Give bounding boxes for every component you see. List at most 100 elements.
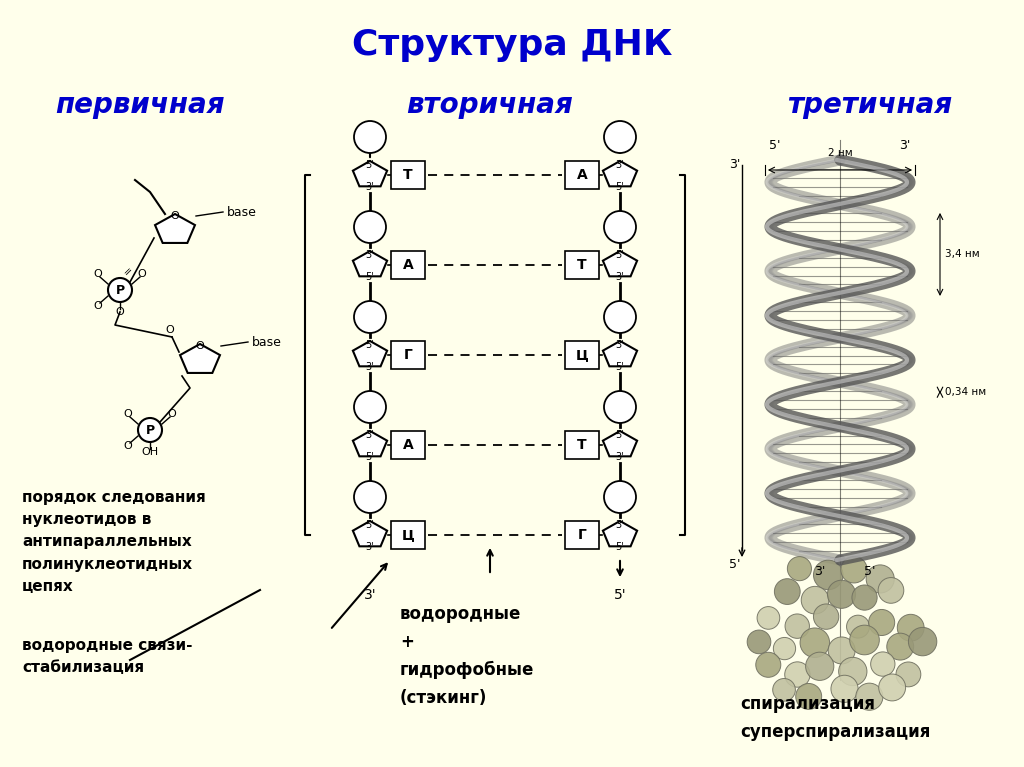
Text: O: O [196, 341, 205, 351]
FancyBboxPatch shape [391, 251, 425, 279]
Text: 5': 5' [615, 250, 625, 260]
Polygon shape [155, 214, 195, 243]
Text: 3': 3' [613, 121, 627, 135]
Text: base: base [252, 335, 282, 348]
FancyBboxPatch shape [565, 251, 599, 279]
Text: третичная: третичная [787, 91, 952, 119]
Circle shape [138, 418, 162, 442]
Polygon shape [603, 161, 637, 186]
Text: 5': 5' [615, 182, 625, 192]
Text: 5': 5' [366, 520, 375, 530]
Circle shape [813, 604, 839, 629]
Text: 5': 5' [613, 588, 627, 602]
Polygon shape [353, 431, 387, 456]
Text: первичная: первичная [55, 91, 225, 119]
FancyBboxPatch shape [565, 431, 599, 459]
Text: O: O [124, 441, 132, 451]
Text: Т: Т [403, 168, 413, 182]
Text: 5': 5' [615, 542, 625, 552]
Text: 5': 5' [364, 121, 376, 135]
Text: 5': 5' [864, 565, 876, 578]
FancyBboxPatch shape [565, 341, 599, 369]
Text: 3': 3' [729, 159, 740, 172]
Circle shape [866, 565, 894, 593]
Circle shape [354, 121, 386, 153]
Circle shape [879, 578, 904, 604]
Polygon shape [180, 344, 220, 373]
Text: OH: OH [141, 447, 159, 457]
Circle shape [784, 662, 810, 687]
Circle shape [773, 679, 796, 701]
Polygon shape [353, 251, 387, 276]
Text: Г: Г [578, 528, 587, 542]
Text: 3': 3' [615, 452, 625, 462]
Text: 5': 5' [728, 558, 740, 571]
Text: 3,4 нм: 3,4 нм [945, 249, 980, 259]
Text: O: O [166, 325, 174, 335]
Circle shape [827, 580, 856, 608]
Text: O: O [137, 269, 146, 279]
Text: 3': 3' [615, 272, 625, 282]
Text: Т: Т [578, 438, 587, 452]
Polygon shape [603, 521, 637, 546]
Circle shape [354, 391, 386, 423]
Text: Г: Г [403, 348, 413, 362]
Circle shape [108, 278, 132, 302]
Circle shape [908, 627, 937, 656]
FancyBboxPatch shape [565, 521, 599, 549]
Circle shape [756, 652, 780, 677]
Circle shape [896, 662, 921, 686]
Circle shape [801, 586, 828, 614]
Circle shape [354, 301, 386, 333]
Text: 5': 5' [769, 139, 780, 152]
Text: P: P [116, 284, 125, 297]
Polygon shape [603, 341, 637, 367]
Text: O: O [168, 409, 176, 419]
Circle shape [868, 610, 895, 636]
Text: O: O [93, 269, 102, 279]
Text: 5': 5' [366, 160, 375, 170]
Polygon shape [353, 521, 387, 546]
Text: 3': 3' [366, 542, 375, 552]
Text: 3': 3' [615, 520, 625, 530]
Text: водородные связи-
стабилизация: водородные связи- стабилизация [22, 638, 193, 675]
Circle shape [604, 301, 636, 333]
Text: 3': 3' [366, 430, 375, 440]
Circle shape [887, 634, 913, 660]
Text: O: O [116, 307, 124, 317]
Text: 3': 3' [615, 160, 625, 170]
Circle shape [748, 630, 771, 653]
Text: Ц: Ц [401, 528, 415, 542]
Circle shape [774, 578, 800, 604]
Circle shape [850, 625, 880, 655]
Polygon shape [603, 251, 637, 276]
FancyBboxPatch shape [565, 161, 599, 189]
Circle shape [604, 391, 636, 423]
Circle shape [354, 481, 386, 513]
FancyBboxPatch shape [391, 341, 425, 369]
Text: O: O [93, 301, 102, 311]
Circle shape [830, 675, 858, 703]
Text: 3': 3' [364, 588, 376, 602]
Text: 2 нм: 2 нм [827, 148, 852, 158]
Text: 5': 5' [366, 272, 375, 282]
Text: 5': 5' [366, 452, 375, 462]
Circle shape [773, 637, 796, 660]
Text: O: O [171, 211, 179, 221]
Text: 3': 3' [366, 362, 375, 372]
Circle shape [839, 657, 867, 686]
Circle shape [354, 211, 386, 243]
Circle shape [841, 557, 867, 583]
Text: O: O [124, 409, 132, 419]
Text: P: P [145, 423, 155, 436]
Circle shape [604, 481, 636, 513]
Circle shape [870, 652, 895, 676]
Circle shape [806, 652, 834, 680]
Text: 3': 3' [366, 182, 375, 192]
Circle shape [785, 614, 809, 638]
Circle shape [813, 560, 843, 590]
Circle shape [828, 637, 855, 664]
Text: 5': 5' [366, 340, 375, 350]
FancyBboxPatch shape [391, 521, 425, 549]
Circle shape [604, 211, 636, 243]
